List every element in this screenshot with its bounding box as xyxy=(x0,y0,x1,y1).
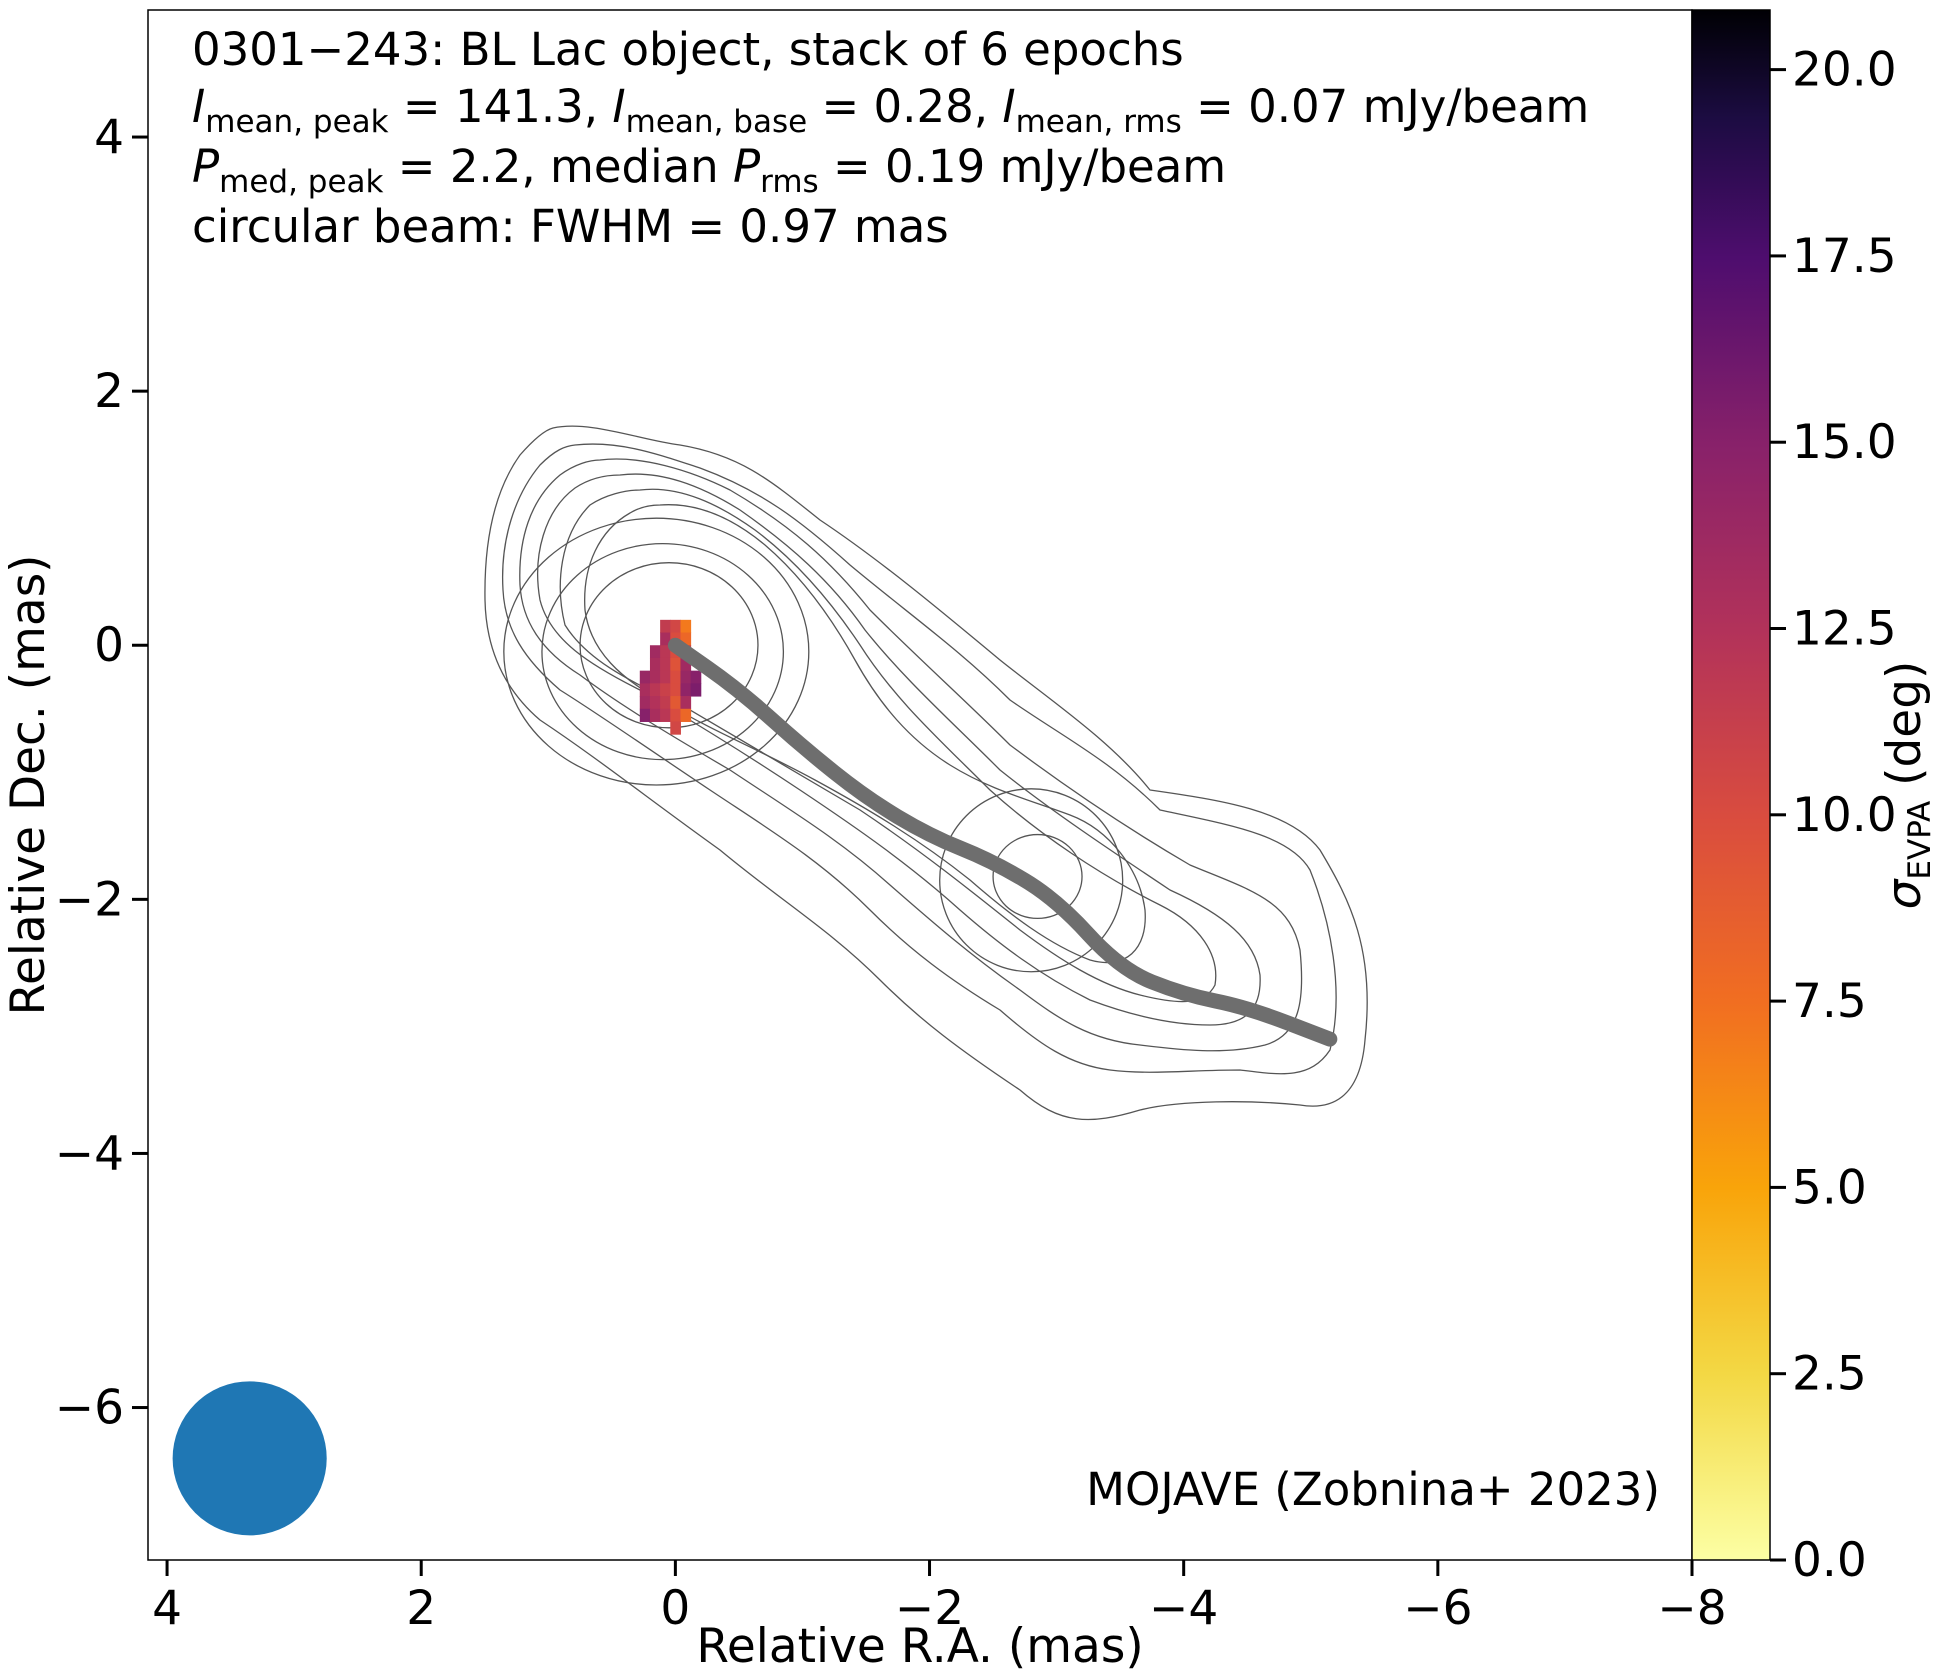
title-line-1: 0301−243: BL Lac object, stack of 6 epoc… xyxy=(192,23,1184,76)
stats-line-intensity: Imean, peak = 141.3, Imean, base = 0.28,… xyxy=(192,80,1589,140)
colorbar-tick-label: 15.0 xyxy=(1792,415,1897,470)
colorbar xyxy=(1691,9,1771,1561)
contour-outer-2 xyxy=(501,443,1337,1075)
contour-outer-1 xyxy=(484,425,1368,1121)
polarization-unit: mJy/beam xyxy=(1000,140,1227,193)
i-mean-rms-value: 0.07 xyxy=(1248,80,1348,133)
median-p-rms-value: 0.19 xyxy=(885,140,985,193)
evpa-pixel xyxy=(639,696,651,710)
x-tick-label: 2 xyxy=(406,1581,436,1636)
evpa-pixel xyxy=(660,645,671,659)
evpa-pixel xyxy=(680,632,692,646)
evpa-pixel xyxy=(649,683,661,697)
evpa-pixel xyxy=(649,696,661,710)
evpa-pixel xyxy=(660,632,671,646)
colorbar-tick-label: 10.0 xyxy=(1792,788,1897,843)
evpa-pixel xyxy=(660,708,671,722)
evpa-pixel xyxy=(649,657,661,672)
x-tick-label: −4 xyxy=(1149,1581,1218,1636)
evpa-pixel xyxy=(649,645,661,659)
evpa-pixel xyxy=(690,683,702,697)
evpa-pixel xyxy=(660,670,671,684)
colorbar-tick-label: 2.5 xyxy=(1792,1347,1867,1402)
contour-ellipse-1 xyxy=(541,542,785,761)
colorbar-ticks: 0.0 2.5 5.0 7.5 10.0 12.5 15.0 17.5 20.0 xyxy=(1770,43,1897,1588)
intensity-contours xyxy=(484,425,1368,1121)
y-tick-label: −2 xyxy=(55,872,124,927)
y-tick-label: 4 xyxy=(94,110,124,165)
evpa-pixel xyxy=(670,619,681,634)
evpa-pixel xyxy=(639,670,651,684)
jet-ridgeline xyxy=(667,637,1338,1047)
plot-frame xyxy=(147,9,1693,1561)
stats-line-polarization: Pmed, peak = 2.2, median Prms = 0.19 mJy… xyxy=(192,140,1226,200)
y-axis-ticks: 4 2 0 −2 −4 −6 xyxy=(55,110,148,1436)
y-tick-label: −6 xyxy=(55,1381,124,1436)
x-tick-label: −8 xyxy=(1657,1581,1726,1636)
colorbar-label: σEVPA (deg) xyxy=(1877,661,1938,910)
i-mean-peak-value: 141.3 xyxy=(455,80,584,133)
beam-ellipse xyxy=(172,1381,327,1536)
colorbar-tick-label: 5.0 xyxy=(1792,1160,1867,1215)
contour-ellipse-2 xyxy=(503,517,810,786)
evpa-pixel xyxy=(670,708,681,722)
y-tick-label: 2 xyxy=(94,364,124,419)
evpa-pixel xyxy=(639,683,651,697)
contour-ellipse-0 xyxy=(579,562,759,729)
x-tick-label: 4 xyxy=(152,1581,182,1636)
x-axis-label: Relative R.A. (mas) xyxy=(696,1619,1143,1674)
evpa-pixel xyxy=(660,696,671,710)
evpa-pixel xyxy=(670,657,681,672)
evpa-pixel xyxy=(670,721,681,735)
x-tick-label: −6 xyxy=(1403,1581,1472,1636)
evpa-pixel xyxy=(680,696,692,710)
contour-5 xyxy=(559,488,1217,1003)
i-mean-base-value: 0.28 xyxy=(874,80,974,133)
evpa-pixel xyxy=(660,619,671,634)
evpa-pixel xyxy=(680,657,692,672)
contour-ellipse-4 xyxy=(939,788,1124,973)
evpa-pixel xyxy=(670,696,681,710)
evpa-pixel xyxy=(670,670,681,684)
p-med-peak-value: 2.2 xyxy=(450,140,522,193)
y-axis-label: Relative Dec. (mas) xyxy=(1,554,56,1015)
evpa-pixel xyxy=(680,670,692,684)
evpa-pixel xyxy=(680,619,692,634)
colorbar-tick-label: 17.5 xyxy=(1792,229,1897,284)
evpa-pixel xyxy=(670,683,681,697)
core-contours xyxy=(503,517,1124,973)
contour-ellipse-3 xyxy=(992,833,1083,920)
evpa-pixel xyxy=(690,670,702,684)
colorbar-tick-label: 7.5 xyxy=(1792,974,1867,1029)
contour-4 xyxy=(537,473,1261,1026)
evpa-pixel xyxy=(649,708,661,722)
contour-6 xyxy=(584,504,1146,964)
y-tick-label: −4 xyxy=(55,1126,124,1181)
colorbar-tick-label: 0.0 xyxy=(1792,1533,1867,1588)
evpa-pixel xyxy=(680,708,692,722)
colorbar-tick-label: 20.0 xyxy=(1792,43,1897,98)
colorbar-unit: (deg) xyxy=(1877,661,1932,786)
beam-note: circular beam: FWHM = 0.97 mas xyxy=(192,200,949,253)
x-tick-label: −2 xyxy=(895,1581,964,1636)
contour-3 xyxy=(519,458,1303,1052)
x-tick-label: 0 xyxy=(660,1581,690,1636)
x-axis-ticks: 4 2 0 −2 −4 −6 −8 xyxy=(152,1560,1727,1636)
evpa-pixel xyxy=(660,683,671,697)
evpa-pixel xyxy=(660,657,671,672)
colorbar-tick-label: 12.5 xyxy=(1792,602,1897,657)
evpa-pixel xyxy=(639,708,651,722)
evpa-pixel xyxy=(649,670,661,684)
credit-label: MOJAVE (Zobnina+ 2023) xyxy=(1086,1463,1660,1516)
y-tick-label: 0 xyxy=(94,618,124,673)
intensity-unit: mJy/beam xyxy=(1363,80,1590,133)
evpa-pixel xyxy=(680,683,692,697)
